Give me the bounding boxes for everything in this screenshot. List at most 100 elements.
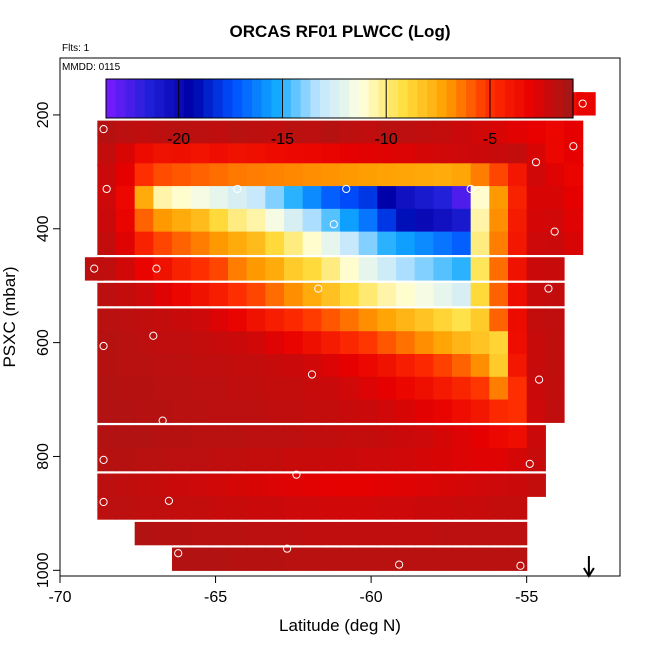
heatmap-cell bbox=[246, 399, 266, 423]
heatmap-cell bbox=[97, 231, 117, 255]
heatmap-cell bbox=[228, 308, 248, 332]
heatmap-cell bbox=[340, 473, 360, 497]
heatmap-cell bbox=[190, 231, 210, 255]
heatmap-cell bbox=[377, 331, 397, 355]
heatmap-cell bbox=[340, 282, 360, 307]
heatmap-cell bbox=[396, 120, 416, 144]
heatmap-cell bbox=[526, 186, 546, 210]
heatmap-cell bbox=[452, 143, 472, 167]
heatmap-cell bbox=[97, 331, 117, 355]
heatmap-cell bbox=[508, 473, 528, 497]
heatmap-cell bbox=[396, 399, 416, 423]
heatmap-cell bbox=[470, 120, 490, 144]
heatmap-cell bbox=[97, 282, 117, 307]
heatmap-cell bbox=[489, 473, 509, 497]
heatmap-cell bbox=[97, 257, 117, 281]
heatmap-cell bbox=[265, 496, 285, 520]
heatmap-cell bbox=[153, 143, 173, 167]
heatmap-cell bbox=[564, 186, 584, 210]
observation-point bbox=[174, 549, 183, 558]
heatmap-cell bbox=[396, 425, 416, 449]
colorbar-segment bbox=[183, 79, 195, 118]
heatmap-cell bbox=[284, 473, 304, 497]
heatmap-cell bbox=[284, 521, 304, 546]
heatmap-cell bbox=[209, 208, 229, 233]
heatmap-cell bbox=[209, 163, 229, 187]
heatmap-cell bbox=[340, 143, 360, 167]
heatmap-cell bbox=[302, 331, 322, 355]
heatmap-cell bbox=[358, 282, 378, 307]
colorbar-segment bbox=[436, 79, 448, 118]
heatmap-cell bbox=[302, 186, 322, 210]
heatmap-cell bbox=[452, 425, 472, 449]
colorbar-segment bbox=[349, 79, 360, 118]
heatmap-cell bbox=[172, 473, 192, 497]
observation-point bbox=[90, 264, 99, 273]
heatmap-cell bbox=[265, 120, 285, 144]
heatmap-cell bbox=[134, 186, 154, 210]
heatmap-cell bbox=[116, 425, 136, 449]
heatmap-cell bbox=[545, 143, 565, 167]
heatmap-cell bbox=[172, 163, 192, 187]
heatmap-cell bbox=[433, 473, 453, 497]
heatmap-cell bbox=[358, 163, 378, 187]
colorbar-segment bbox=[524, 79, 535, 118]
heatmap-cell bbox=[489, 425, 509, 449]
colorbar-frame bbox=[105, 78, 574, 119]
heatmap-cell bbox=[526, 282, 546, 307]
heatmap-cell bbox=[302, 163, 322, 187]
heatmap-cell bbox=[489, 331, 509, 355]
heatmap-cell bbox=[284, 308, 304, 332]
heatmap-cell bbox=[452, 257, 472, 281]
heatmap-cell bbox=[470, 547, 490, 571]
heatmap-cell bbox=[265, 208, 285, 233]
heatmap-cell bbox=[452, 163, 472, 187]
heatmap-cell bbox=[116, 208, 136, 233]
heatmap-cell bbox=[97, 399, 117, 423]
heatmap-cell bbox=[377, 547, 397, 571]
heatmap-cell bbox=[284, 399, 304, 423]
heatmap-cell bbox=[153, 308, 173, 332]
heatmap-cell bbox=[265, 447, 285, 472]
heatmap-cell bbox=[414, 208, 434, 233]
colorbar-segment bbox=[456, 79, 467, 118]
colorbar-segment bbox=[106, 79, 117, 118]
heatmap-cell bbox=[284, 143, 304, 167]
heatmap-cell bbox=[358, 120, 378, 144]
heatmap-cell bbox=[470, 231, 490, 255]
heatmap-cell bbox=[134, 308, 154, 332]
heatmap-cell bbox=[321, 521, 341, 546]
heatmap-cell bbox=[172, 425, 192, 449]
heatmap-cell bbox=[508, 186, 528, 210]
heatmap-cell bbox=[284, 163, 304, 187]
heatmap-cell bbox=[508, 208, 528, 233]
position-arrow bbox=[583, 556, 595, 578]
heatmap-cell bbox=[545, 354, 565, 378]
heatmap-cell bbox=[246, 331, 266, 355]
heatmap-cell bbox=[433, 208, 453, 233]
heatmap-cell bbox=[97, 496, 117, 520]
colorbar-tick-label: -15 bbox=[271, 131, 294, 148]
heatmap-cell bbox=[153, 186, 173, 210]
heatmap-cell bbox=[116, 231, 136, 255]
heatmap-cell bbox=[377, 425, 397, 449]
colorbar-segment bbox=[135, 79, 146, 118]
x-tick-label: -70 bbox=[48, 589, 71, 606]
heatmap-cell bbox=[433, 231, 453, 255]
heatmap-cell bbox=[526, 308, 546, 332]
heatmap-cell bbox=[526, 143, 546, 167]
heatmap-cell bbox=[489, 496, 509, 520]
heatmap-cell bbox=[433, 120, 453, 144]
observation-point bbox=[164, 496, 173, 505]
heatmap-cell bbox=[377, 143, 397, 167]
heatmap-cell bbox=[377, 163, 397, 187]
heatmap-cell bbox=[545, 399, 565, 423]
heatmap-cell bbox=[172, 257, 192, 281]
heatmap-cell bbox=[358, 231, 378, 255]
heatmap-cell bbox=[228, 143, 248, 167]
heatmap-cell bbox=[414, 282, 434, 307]
heatmap-cell bbox=[433, 163, 453, 187]
colorbar-segment bbox=[563, 79, 574, 118]
heatmap-cell bbox=[116, 186, 136, 210]
heatmap-cell bbox=[172, 308, 192, 332]
